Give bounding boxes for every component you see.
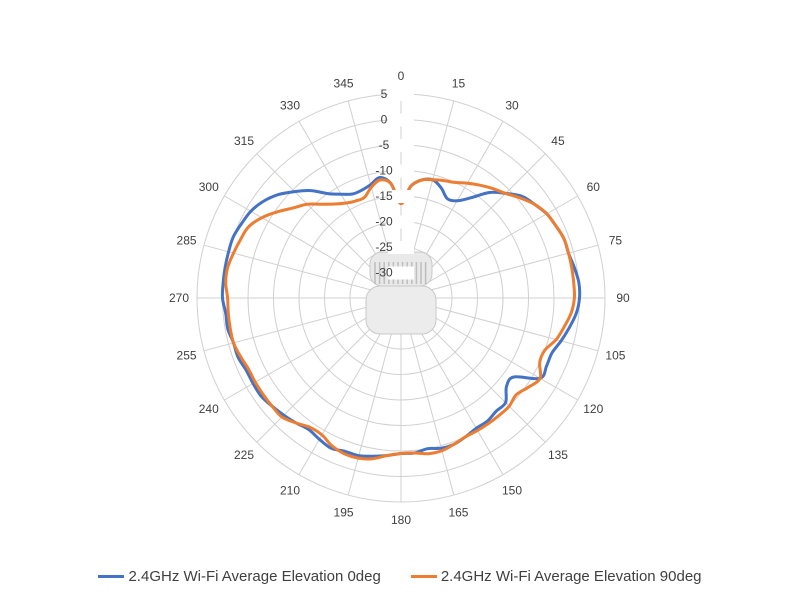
grid-spoke: [400, 244, 599, 299]
radial-tick-label: -10: [375, 164, 393, 178]
radial-tick-label: -5: [379, 138, 390, 152]
angle-tick-label: 60: [587, 180, 601, 194]
angle-tick-label: 270: [169, 291, 189, 305]
angle-tick-label: 300: [199, 180, 219, 194]
radial-label-bg: [388, 164, 414, 178]
angle-tick-label: 315: [234, 134, 254, 148]
grid-spoke: [203, 244, 402, 299]
legend-swatch-90deg: [410, 574, 437, 578]
angle-tick-label: 105: [605, 348, 625, 362]
series-line-90deg: [224, 177, 577, 461]
angle-tick-label: 345: [334, 77, 354, 91]
angle-tick-label: 75: [609, 234, 623, 248]
legend-item-0deg[interactable]: 2.4GHz Wi-Fi Average Elevation 0deg: [98, 567, 381, 585]
angle-tick-label: 120: [583, 402, 603, 416]
angle-tick-label: 150: [502, 483, 522, 497]
angle-tick-label: 255: [177, 348, 197, 362]
radial-label-bg: [388, 266, 414, 280]
radial-tick-label: 5: [381, 87, 388, 101]
legend-item-90deg[interactable]: 2.4GHz Wi-Fi Average Elevation 90deg: [410, 567, 702, 585]
angle-tick-label: 330: [280, 99, 300, 113]
radial-label-bg: [388, 139, 414, 152]
radial-label-bg: [388, 190, 414, 203]
radial-label-bg: [388, 113, 414, 127]
angle-tick-label: 285: [177, 234, 197, 248]
radial-tick-label: -20: [375, 215, 393, 229]
angle-tick-label: 0: [398, 69, 405, 83]
radial-label-bg: [388, 241, 414, 254]
angle-tick-label: 240: [199, 402, 219, 416]
radial-tick-label: -25: [375, 240, 393, 254]
angle-tick-label: 210: [280, 483, 300, 497]
angle-tick-label: 180: [391, 513, 411, 527]
angle-tick-label: 90: [616, 291, 630, 305]
angle-tick-label: 15: [452, 77, 466, 91]
legend-swatch-0deg: [98, 574, 125, 578]
angle-tick-label: 225: [234, 448, 254, 462]
angle-tick-label: 195: [334, 505, 354, 519]
series-layer: [220, 175, 582, 461]
angle-tick-label: 135: [548, 448, 568, 462]
grid-spoke: [400, 195, 578, 299]
access-point-device-image: [365, 246, 437, 335]
radial-tick-label: -15: [375, 189, 393, 203]
grid-spoke: [224, 195, 402, 299]
legend: 2.4GHz Wi-Fi Average Elevation 0deg 2.4G…: [0, 563, 800, 589]
radial-label-bg: [388, 88, 414, 101]
legend-label-90deg: 2.4GHz Wi-Fi Average Elevation 90deg: [440, 567, 702, 585]
radial-label-bg: [388, 215, 414, 229]
angle-tick-label: 45: [551, 134, 565, 148]
legend-label-0deg: 2.4GHz Wi-Fi Average Elevation 0deg: [128, 567, 381, 585]
radial-tick-label: 0: [381, 113, 388, 127]
radial-tick-label: -30: [375, 266, 393, 280]
label-layer: 0 15 30 45 60 75 90 105 120 135 150 165 180 195 210 225…: [169, 69, 630, 527]
angle-tick-label: 30: [505, 99, 519, 113]
angle-tick-label: 165: [448, 505, 468, 519]
